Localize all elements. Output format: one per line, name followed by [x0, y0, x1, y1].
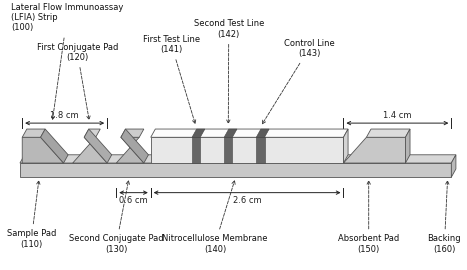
Polygon shape [121, 129, 149, 163]
Polygon shape [451, 155, 456, 177]
Text: Backing
(160): Backing (160) [428, 181, 461, 254]
Bar [224, 137, 233, 163]
Polygon shape [84, 129, 112, 163]
Polygon shape [41, 129, 68, 163]
Polygon shape [343, 129, 348, 163]
Text: Control Line
(143): Control Line (143) [262, 39, 334, 124]
Text: First Conjugate Pad
(120): First Conjugate Pad (120) [36, 43, 118, 119]
Text: Second Conjugate Pad
(130): Second Conjugate Pad (130) [69, 181, 163, 254]
Polygon shape [192, 129, 205, 137]
Polygon shape [22, 129, 45, 137]
Polygon shape [20, 155, 456, 163]
Polygon shape [343, 137, 405, 163]
Bar [256, 137, 264, 163]
Polygon shape [151, 129, 348, 137]
Text: First Test Line
(141): First Test Line (141) [143, 35, 200, 123]
Polygon shape [224, 129, 237, 137]
Text: Nitrocellulose Membrane
(140): Nitrocellulose Membrane (140) [162, 181, 268, 254]
Bar [192, 137, 200, 163]
Polygon shape [256, 129, 269, 137]
Text: 2.6 cm: 2.6 cm [233, 196, 262, 205]
Text: Second Test Line
(142): Second Test Line (142) [193, 19, 264, 123]
Polygon shape [73, 137, 107, 163]
Polygon shape [151, 137, 343, 163]
Bar [20, 163, 451, 177]
Polygon shape [405, 129, 410, 163]
Polygon shape [22, 137, 64, 163]
Polygon shape [367, 129, 410, 137]
Text: 1.8 cm: 1.8 cm [50, 111, 79, 120]
Text: 1.4 cm: 1.4 cm [383, 111, 411, 120]
Text: Absorbent Pad
(150): Absorbent Pad (150) [338, 181, 399, 254]
Text: Sample Pad
(110): Sample Pad (110) [7, 181, 56, 249]
Polygon shape [116, 137, 144, 163]
Text: 0.6 cm: 0.6 cm [120, 196, 148, 205]
Polygon shape [84, 129, 100, 137]
Polygon shape [121, 129, 144, 137]
Text: Lateral Flow Immunoassay
(LFIA) Strip
(100): Lateral Flow Immunoassay (LFIA) Strip (1… [11, 3, 123, 119]
